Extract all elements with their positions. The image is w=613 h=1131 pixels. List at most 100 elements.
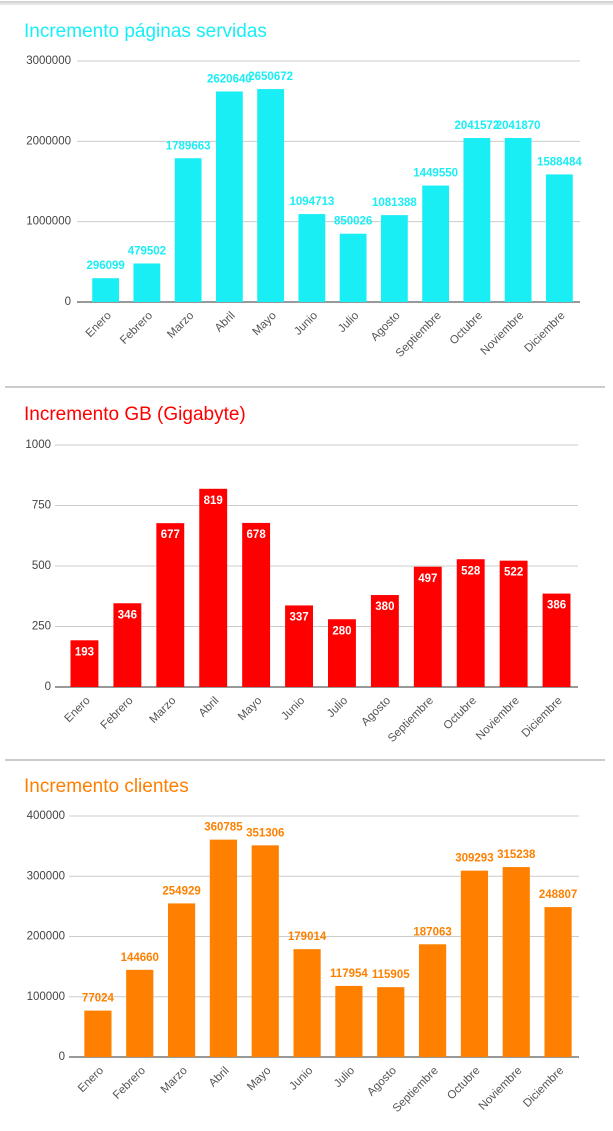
value-label: 528 <box>461 565 481 577</box>
x-tick-label: Enero <box>76 1065 106 1095</box>
value-label: 193 <box>75 646 94 658</box>
x-tick-label: Mayo <box>251 310 279 338</box>
bar <box>251 845 279 1057</box>
value-label: 479502 <box>128 246 166 258</box>
value-label: 248807 <box>539 889 577 901</box>
x-tick-label: Agosto <box>369 310 403 344</box>
bar <box>542 593 571 687</box>
x-tick-label: Enero <box>63 695 93 725</box>
bar <box>380 215 408 302</box>
value-label: 522 <box>504 567 523 579</box>
value-label: 346 <box>118 609 137 621</box>
x-tick-label: Noviembre <box>479 310 527 358</box>
x-tick-label: Julio <box>336 310 361 335</box>
value-label: 2650672 <box>248 71 293 83</box>
value-label: 144660 <box>121 952 159 964</box>
value-label: 497 <box>418 573 437 585</box>
bar <box>285 605 313 687</box>
y-tick-label: 2000000 <box>26 135 71 147</box>
y-tick-label: 3000000 <box>26 55 71 67</box>
x-tick-label: Febrero <box>118 310 155 347</box>
x-tick-label: Septiembre <box>386 695 436 745</box>
x-tick-label: Noviembre <box>477 1065 525 1113</box>
bar <box>422 185 450 302</box>
bar <box>328 619 356 687</box>
y-tick-label: 100000 <box>27 991 65 1003</box>
x-tick-label: Junio <box>287 1065 315 1093</box>
x-tick-label: Enero <box>84 310 114 340</box>
y-tick-label: 750 <box>32 500 51 512</box>
value-label: 678 <box>247 529 267 541</box>
bar <box>298 214 326 302</box>
y-tick-label: 500 <box>32 560 51 572</box>
chart-title: Incremento clientes <box>24 776 189 797</box>
value-label: 179014 <box>288 931 327 943</box>
bar <box>174 158 202 302</box>
value-label: 337 <box>289 611 308 623</box>
x-tick-label: Octubre <box>445 1065 482 1102</box>
y-tick-label: 300000 <box>27 870 65 882</box>
bar <box>377 987 405 1057</box>
value-label: 380 <box>375 601 394 613</box>
bar <box>167 903 196 1057</box>
value-label: 1094713 <box>289 196 334 208</box>
x-tick-label: Julio <box>325 695 350 720</box>
x-tick-label: Octubre <box>448 310 485 347</box>
x-tick-label: Agosto <box>365 1065 399 1099</box>
bar <box>84 1010 112 1057</box>
x-tick-label: Diciembre <box>523 310 568 355</box>
value-label: 351306 <box>246 827 284 839</box>
bar <box>544 907 572 1057</box>
bar <box>199 488 228 687</box>
bar <box>502 867 530 1057</box>
x-tick-label: Junio <box>292 310 320 338</box>
value-label: 280 <box>332 625 351 637</box>
value-label: 309293 <box>455 853 493 865</box>
x-tick-label: Diciembre <box>521 1065 566 1110</box>
value-label: 2041870 <box>496 120 541 132</box>
x-tick-label: Julio <box>332 1065 357 1090</box>
x-tick-label: Septiembre <box>391 1065 441 1115</box>
y-tick-label: 1000000 <box>26 216 71 228</box>
value-label: 115905 <box>372 969 410 981</box>
value-label: 360785 <box>204 822 243 834</box>
bar <box>545 174 573 302</box>
y-tick-label: 1000 <box>25 439 51 451</box>
bar <box>370 595 399 687</box>
x-tick-label: Abril <box>197 695 222 720</box>
bar <box>499 560 528 687</box>
bar <box>113 603 142 687</box>
x-tick-label: Marzo <box>159 1065 190 1096</box>
x-tick-label: Mayo <box>236 695 264 723</box>
bar <box>242 522 271 687</box>
bar <box>92 278 120 302</box>
x-tick-label: Febrero <box>111 1065 148 1102</box>
x-tick-label: Noviembre <box>474 695 522 743</box>
bar <box>70 640 99 687</box>
bar <box>418 944 447 1057</box>
x-tick-label: Junio <box>279 695 307 723</box>
bar <box>339 233 367 302</box>
bar <box>257 89 285 302</box>
x-tick-label: Marzo <box>147 695 178 726</box>
value-label: 187063 <box>413 926 451 938</box>
value-label: 77024 <box>82 993 115 1005</box>
bar <box>413 566 442 687</box>
value-label: 1449550 <box>413 168 458 180</box>
value-label: 117954 <box>330 968 368 980</box>
bar <box>126 969 154 1057</box>
bar <box>156 523 185 687</box>
bar <box>209 839 238 1057</box>
bar <box>460 870 489 1057</box>
value-label: 315238 <box>497 849 536 861</box>
bar <box>335 985 363 1057</box>
y-tick-label: 0 <box>45 681 51 693</box>
value-label: 819 <box>204 495 223 507</box>
y-tick-label: 0 <box>59 1051 65 1063</box>
value-label: 850026 <box>334 216 372 228</box>
x-tick-label: Agosto <box>359 695 393 729</box>
value-label: 296099 <box>86 260 124 272</box>
x-tick-label: Abril <box>207 1065 232 1090</box>
bar <box>133 263 161 302</box>
x-tick-label: Febrero <box>99 695 136 732</box>
